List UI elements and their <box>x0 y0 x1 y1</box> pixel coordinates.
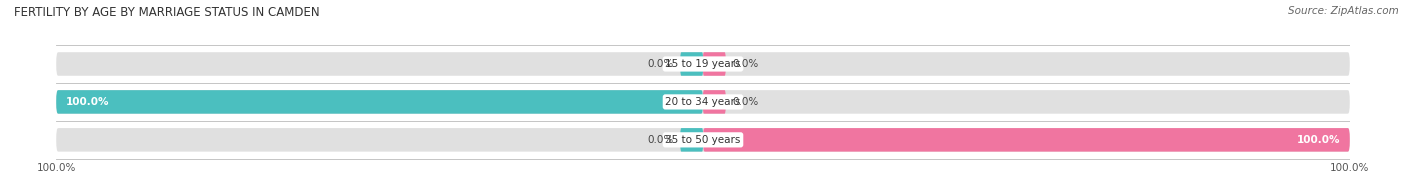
Text: 0.0%: 0.0% <box>648 135 673 145</box>
Text: 15 to 19 years: 15 to 19 years <box>665 59 741 69</box>
Text: 100.0%: 100.0% <box>1296 135 1340 145</box>
Text: 100.0%: 100.0% <box>66 97 110 107</box>
FancyBboxPatch shape <box>56 128 1350 152</box>
Text: 35 to 50 years: 35 to 50 years <box>665 135 741 145</box>
FancyBboxPatch shape <box>681 128 703 152</box>
FancyBboxPatch shape <box>56 90 1350 114</box>
FancyBboxPatch shape <box>681 52 703 76</box>
Text: 0.0%: 0.0% <box>648 59 673 69</box>
FancyBboxPatch shape <box>703 128 1350 152</box>
Text: 20 to 34 years: 20 to 34 years <box>665 97 741 107</box>
FancyBboxPatch shape <box>703 52 725 76</box>
Text: 0.0%: 0.0% <box>733 59 758 69</box>
FancyBboxPatch shape <box>703 90 725 114</box>
FancyBboxPatch shape <box>56 52 1350 76</box>
FancyBboxPatch shape <box>56 90 703 114</box>
Text: Source: ZipAtlas.com: Source: ZipAtlas.com <box>1288 6 1399 16</box>
Text: 0.0%: 0.0% <box>733 97 758 107</box>
Text: FERTILITY BY AGE BY MARRIAGE STATUS IN CAMDEN: FERTILITY BY AGE BY MARRIAGE STATUS IN C… <box>14 6 319 19</box>
